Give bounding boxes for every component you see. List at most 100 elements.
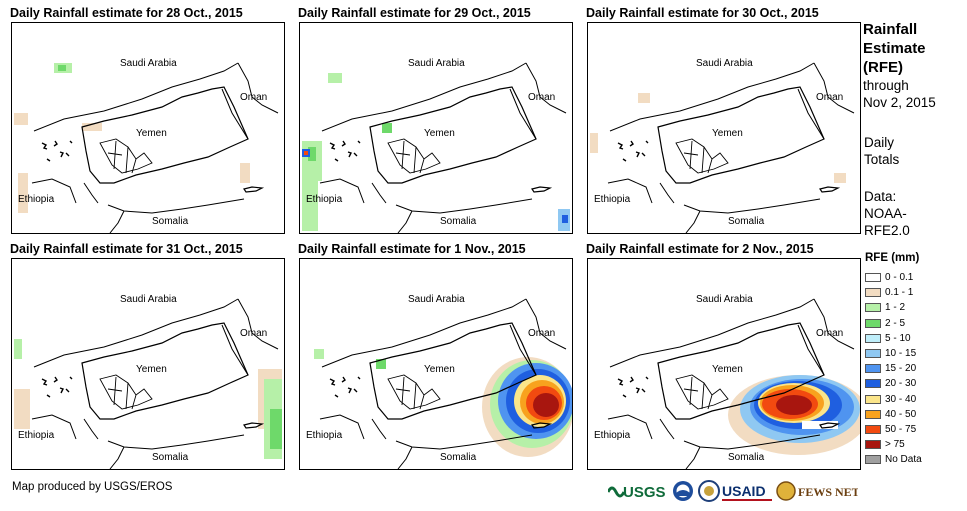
usaid-logo-text: USAID [722, 483, 766, 499]
place-ethiopia: Ethiopia [306, 194, 343, 205]
legend-label: 0.1 - 1 [885, 287, 914, 299]
totals-line: Totals [864, 152, 900, 167]
legend-swatch [865, 409, 881, 419]
place-oman: Oman [816, 92, 843, 103]
legend-swatch [865, 349, 881, 359]
map-frame: Saudi Arabia Oman Yemen Ethiopia Somalia [11, 258, 285, 470]
legend-label: 40 - 50 [885, 408, 917, 420]
panel-title: Daily Rainfall estimate for 31 Oct., 201… [10, 242, 243, 256]
place-saudi-arabia: Saudi Arabia [120, 294, 177, 305]
title-line: Estimate [863, 40, 926, 57]
place-ethiopia: Ethiopia [18, 430, 55, 441]
daily-totals: Daily Totals [864, 134, 899, 168]
through-date: Nov 2, 2015 [863, 95, 936, 110]
legend-label: 5 - 10 [885, 332, 911, 344]
rainfall-map: Saudi Arabia Oman Yemen Ethiopia Somalia [302, 58, 570, 233]
credit-text: Map produced by USGS/EROS [12, 481, 173, 493]
usaid-logo: USAID [722, 483, 772, 501]
panel-title: Daily Rainfall estimate for 28 Oct., 201… [10, 6, 243, 20]
fews-net-logo: FEWS NET [776, 481, 858, 501]
map-frame: Saudi Arabia Oman Yemen Ethiopia Somalia [587, 22, 861, 234]
legend-title: Rainfall Estimate (RFE) through Nov 2, 2… [863, 20, 936, 111]
rfe-legend: RFE (mm) 0 - 0.1 0.1 - 1 1 - 2 2 - 5 5 - 10 1… [865, 252, 922, 467]
legend-label: 2 - 5 [885, 317, 906, 329]
place-ethiopia: Ethiopia [594, 194, 631, 205]
legend-heading: RFE (mm) [865, 252, 920, 264]
dhs-seal-logo [698, 480, 720, 502]
rainfall-map: Saudi Arabia Oman Yemen Ethiopia Somalia [594, 294, 860, 469]
place-saudi-arabia: Saudi Arabia [408, 58, 465, 69]
through-line: through [863, 78, 909, 93]
legend-label: 15 - 20 [885, 363, 917, 375]
legend-swatch [865, 333, 881, 343]
place-oman: Oman [816, 328, 843, 339]
title-line: Rainfall [863, 21, 918, 38]
data-line: NOAA- [864, 206, 907, 221]
legend-swatch [865, 455, 881, 465]
place-ethiopia: Ethiopia [306, 430, 343, 441]
legend-label: No Data [885, 454, 922, 466]
place-somalia: Somalia [440, 452, 477, 463]
legend-swatch [865, 379, 881, 389]
place-saudi-arabia: Saudi Arabia [696, 294, 753, 305]
map-frame: Saudi Arabia Oman Yemen Ethiopia Somalia [299, 258, 573, 470]
legend-swatch [865, 288, 881, 298]
legend-swatch [865, 318, 881, 328]
place-somalia: Somalia [152, 216, 189, 227]
rainfall-map: Saudi Arabia Oman Yemen Ethiopia Somalia [306, 294, 572, 469]
legend-swatch [865, 394, 881, 404]
map-frame: Saudi Arabia Oman Yemen Ethiopia Somalia [587, 258, 861, 470]
place-yemen: Yemen [712, 128, 743, 139]
data-line: Data: [864, 189, 897, 204]
data-source: Data: NOAA- RFE2.0 [864, 188, 910, 239]
place-saudi-arabia: Saudi Arabia [696, 58, 753, 69]
place-somalia: Somalia [728, 452, 765, 463]
title-line: (RFE) [863, 59, 903, 76]
legend-swatch [865, 303, 881, 313]
partner-logos: USGS USAID FEWS NET [608, 480, 858, 502]
usgs-logo-text: USGS [623, 484, 666, 501]
legend-item: 20 - 30 [865, 376, 922, 391]
place-ethiopia: Ethiopia [594, 430, 631, 441]
legend-item: 30 - 40 [865, 392, 922, 407]
legend-item: No Data [865, 452, 922, 467]
legend-item: 0 - 0.1 [865, 270, 922, 285]
place-ethiopia: Ethiopia [18, 194, 55, 205]
data-line: RFE2.0 [864, 223, 910, 238]
panel-title: Daily Rainfall estimate for 29 Oct., 201… [298, 6, 531, 20]
legend-item: 1 - 2 [865, 300, 922, 315]
rainfall-map: Saudi Arabia Oman Yemen Ethiopia Somalia [590, 58, 855, 233]
map-frame: Saudi Arabia Oman Yemen Ethiopia Somalia [11, 22, 285, 234]
legend-item: 15 - 20 [865, 361, 922, 376]
legend-item: 0.1 - 1 [865, 285, 922, 300]
usgs-logo: USGS [608, 484, 666, 501]
map-frame: Saudi Arabia Oman Yemen Ethiopia Somalia [299, 22, 573, 234]
legend-swatch [865, 273, 881, 283]
legend-label: > 75 [885, 439, 905, 451]
place-oman: Oman [240, 92, 267, 103]
legend-label: 0 - 0.1 [885, 272, 914, 284]
legend-item: 10 - 15 [865, 346, 922, 361]
place-yemen: Yemen [424, 364, 455, 375]
panel-title: Daily Rainfall estimate for 30 Oct., 201… [586, 6, 819, 20]
legend-label: 30 - 40 [885, 393, 917, 405]
legend-swatch [865, 440, 881, 450]
place-yemen: Yemen [136, 364, 167, 375]
rainfall-map: Saudi Arabia Oman Yemen Ethiopia Somalia [14, 294, 282, 469]
place-oman: Oman [528, 92, 555, 103]
rainfall-map: Saudi Arabia Oman Yemen Ethiopia Somalia [14, 58, 279, 233]
legend-item: 50 - 75 [865, 422, 922, 437]
place-somalia: Somalia [440, 216, 477, 227]
place-somalia: Somalia [728, 216, 765, 227]
place-yemen: Yemen [136, 128, 167, 139]
legend-label: 1 - 2 [885, 302, 906, 314]
legend-label: 20 - 30 [885, 378, 917, 390]
place-oman: Oman [240, 328, 267, 339]
noaa-logo [673, 481, 693, 501]
legend-item: > 75 [865, 437, 922, 452]
fews-net-logo-text: FEWS NET [798, 485, 858, 499]
legend-swatch [865, 424, 881, 434]
legend-item: 40 - 50 [865, 407, 922, 422]
legend-item: 5 - 10 [865, 331, 922, 346]
place-oman: Oman [528, 328, 555, 339]
